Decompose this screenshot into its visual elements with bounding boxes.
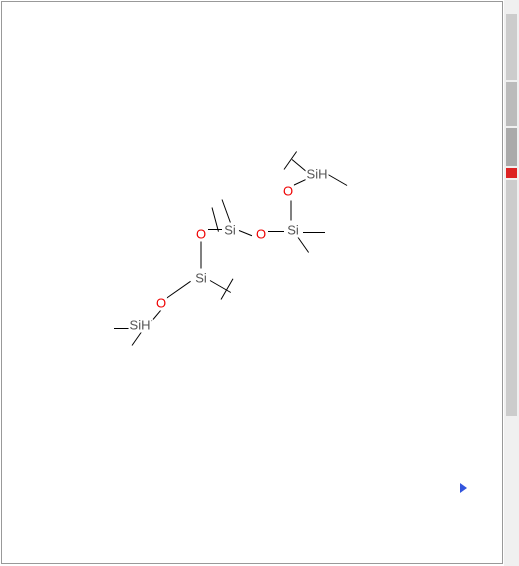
bond: [291, 201, 292, 221]
atom-si3: Si: [223, 223, 237, 238]
atom-o4: O: [282, 184, 294, 199]
scrollbar-segment-1[interactable]: [506, 82, 517, 126]
scrollbar-segment-2[interactable]: [506, 128, 517, 166]
bond: [166, 281, 191, 299]
atom-si4: Si: [286, 223, 300, 238]
bond: [303, 232, 325, 233]
atom-si5: SiH: [306, 167, 329, 182]
bond: [239, 230, 252, 236]
structure-canvas: SiHSiSiSiSiHOOOO: [1, 1, 503, 564]
bond: [221, 278, 234, 299]
bond: [222, 199, 231, 223]
atom-o1: O: [155, 296, 167, 311]
scrollbar-segment-3[interactable]: [506, 168, 517, 178]
bond: [328, 174, 348, 186]
bond: [201, 241, 202, 269]
atom-si1: SiH: [129, 318, 152, 333]
atom-o2: O: [195, 227, 207, 242]
atom-si2: Si: [194, 271, 208, 286]
scrollbar-track[interactable]: [504, 0, 519, 566]
bond: [153, 309, 162, 320]
play-icon[interactable]: [460, 483, 467, 493]
bond: [268, 231, 284, 232]
scrollbar-segment-0[interactable]: [506, 14, 517, 80]
scrollbar-segment-4[interactable]: [506, 180, 517, 416]
atom-o3: O: [255, 227, 267, 242]
bond: [208, 229, 222, 230]
